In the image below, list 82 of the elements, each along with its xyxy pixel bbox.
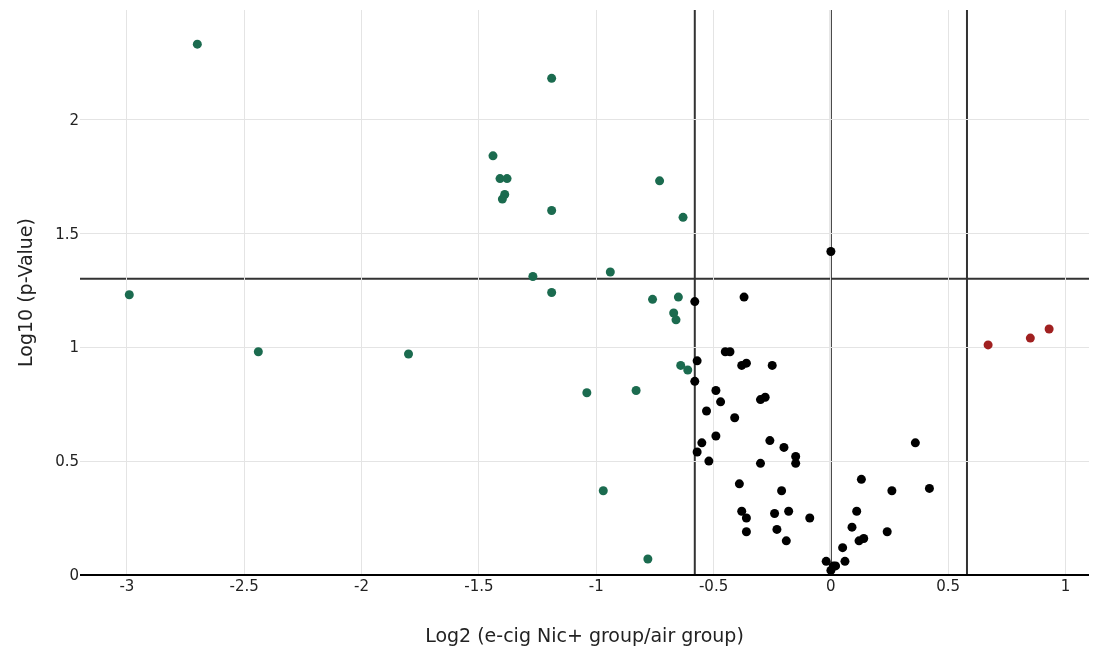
point xyxy=(1025,333,1035,343)
point xyxy=(821,556,831,566)
point xyxy=(779,442,789,452)
point xyxy=(683,365,693,375)
x-tick-label: -3 xyxy=(119,577,135,595)
point xyxy=(767,360,777,370)
point xyxy=(770,508,780,518)
point xyxy=(910,438,920,448)
point xyxy=(671,315,681,325)
point xyxy=(631,385,641,395)
point xyxy=(737,506,747,516)
x-tick-label: -2.5 xyxy=(229,577,259,595)
point xyxy=(598,486,608,496)
point xyxy=(765,436,775,446)
point xyxy=(838,543,848,553)
point xyxy=(1044,324,1054,334)
x-tick-label: -1 xyxy=(588,577,604,595)
point xyxy=(678,212,688,222)
point xyxy=(253,347,263,357)
point xyxy=(692,356,702,366)
point xyxy=(404,349,414,359)
point xyxy=(777,486,787,496)
x-tick-label: -2 xyxy=(354,577,370,595)
point xyxy=(734,479,744,489)
point xyxy=(547,288,557,297)
point xyxy=(781,536,791,546)
point xyxy=(882,527,892,537)
x-tick-label: -1.5 xyxy=(464,577,494,595)
point xyxy=(924,483,934,493)
point xyxy=(887,486,897,496)
point xyxy=(741,358,751,368)
point xyxy=(983,340,993,350)
point xyxy=(847,522,857,532)
point xyxy=(497,194,507,204)
point xyxy=(840,556,850,566)
point xyxy=(547,73,557,83)
y-axis-title: Log10 (p-Value) xyxy=(14,218,36,367)
point xyxy=(716,397,726,407)
point xyxy=(676,360,686,370)
point xyxy=(730,413,740,423)
point xyxy=(547,205,557,215)
point xyxy=(673,292,683,302)
point xyxy=(856,474,866,484)
point xyxy=(741,513,751,523)
point xyxy=(741,527,751,537)
y-tick-label: 1.5 xyxy=(55,224,79,243)
x-tick-label: 0 xyxy=(826,577,836,595)
point xyxy=(655,176,665,186)
y-tick-label: 1 xyxy=(69,338,79,357)
point xyxy=(702,406,712,416)
point xyxy=(502,174,512,184)
y-tick-label: 2 xyxy=(69,110,79,129)
point xyxy=(805,513,815,523)
x-axis-title: Log2 (e-cig Nic+ group/air group) xyxy=(425,624,744,646)
point xyxy=(826,565,836,575)
x-tick-label: -0.5 xyxy=(698,577,729,595)
point xyxy=(192,39,202,49)
point xyxy=(739,292,749,302)
point xyxy=(784,506,794,516)
point xyxy=(826,246,836,256)
point xyxy=(852,506,862,516)
y-tick-label: 0.5 xyxy=(55,452,79,471)
point xyxy=(697,438,707,448)
point xyxy=(605,267,615,277)
point xyxy=(859,534,869,544)
point xyxy=(755,458,765,468)
point xyxy=(488,151,498,161)
point xyxy=(692,447,702,457)
point xyxy=(690,297,700,307)
point xyxy=(643,554,653,564)
point xyxy=(528,272,538,282)
point xyxy=(772,524,782,534)
point xyxy=(704,456,714,466)
point xyxy=(124,290,134,300)
point xyxy=(711,385,721,395)
point xyxy=(690,376,700,386)
point xyxy=(582,388,592,398)
x-tick-label: 0.5 xyxy=(936,577,961,595)
point xyxy=(760,392,770,402)
x-tick-label: 1 xyxy=(1060,577,1071,595)
point xyxy=(648,294,658,304)
point xyxy=(711,431,721,441)
